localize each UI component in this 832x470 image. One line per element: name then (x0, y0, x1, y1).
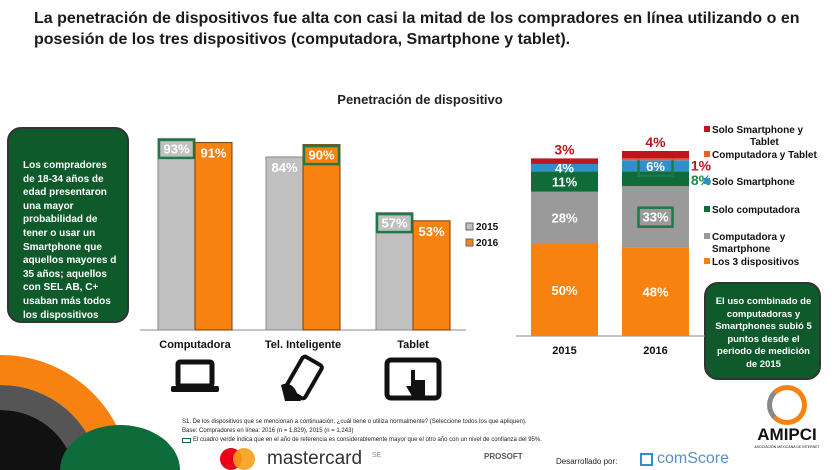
data-label: 84% (271, 160, 297, 175)
data-label: 3% (554, 141, 575, 157)
data-label: 6% (646, 159, 665, 174)
left-note: Los compradores de 18-34 años de edad pr… (7, 127, 129, 348)
smartphone-icon (281, 354, 324, 401)
legend-label: 2016 (476, 238, 499, 249)
x-tick-label: Tablet (397, 339, 429, 351)
data-label: 90% (308, 148, 334, 163)
stack-Solo Smartphone y Tablet-2015 (531, 158, 598, 164)
decorative-arcs (0, 354, 180, 470)
legend-label: Los 3 dispositivos (712, 257, 800, 268)
data-label: 93% (163, 141, 189, 156)
x-tick-label: Computadora (159, 339, 231, 351)
data-label: 11% (552, 175, 578, 190)
bar-2015-0 (157, 137, 196, 331)
legend-swatch (704, 126, 710, 132)
legend-label: 2015 (476, 222, 499, 233)
legend-swatch (704, 233, 710, 239)
data-label: 91% (200, 146, 226, 161)
data-label: 48% (642, 285, 668, 300)
stack-Solo Smartphone y Tablet-2016 (622, 151, 689, 159)
legend-swatch (704, 258, 710, 264)
stack-Solo Smartphone-2015 (531, 163, 598, 172)
data-label: 53% (418, 224, 444, 239)
bar-2016-1 (302, 144, 341, 331)
legend-swatch (704, 178, 710, 184)
green-box-icon (182, 437, 191, 443)
bar-2015-1 (265, 156, 304, 331)
amipci-subtext: ASOCIACIÓN MEXICANA DE INTERNET (754, 445, 820, 449)
footnote-question: S1. De los dispositivos que se mencionan… (182, 419, 527, 425)
comscore-logo: comScore (640, 450, 729, 468)
deco-arc-black (0, 409, 75, 470)
se-logo: SE (372, 452, 382, 459)
stack-Computadora y Smartphone-2016 (622, 186, 689, 248)
laptop-icon (171, 359, 219, 392)
data-label: 33% (642, 210, 668, 225)
comscore-text: comScore (657, 450, 730, 467)
amipci-text: AMIPCI (757, 425, 817, 444)
data-label: 4% (555, 161, 574, 176)
x-tick-label: 2016 (643, 345, 667, 357)
footnote-legend-text: El cuadro verde indica que en el año de … (193, 437, 542, 443)
x-tick-label: 2015 (552, 345, 576, 357)
legend-label: Solo computadora (712, 205, 800, 216)
significance-box (302, 144, 341, 166)
data-label: 28% (551, 211, 577, 226)
significance-box (375, 212, 414, 234)
right-note: El uso combinado de computadoras y Smart… (704, 282, 821, 380)
data-label: 4% (645, 134, 666, 150)
prosoft-logo: PROSOFT (484, 452, 523, 461)
legend-swatch (704, 206, 710, 212)
significance-box (637, 206, 674, 228)
slide-title: La penetración de dispositivos fue alta … (34, 10, 800, 48)
amipci-logo: AMIPCI ASOCIACIÓN MEXICANA DE INTERNET (752, 385, 822, 449)
data-label: 57% (381, 216, 407, 231)
deco-arc-green (60, 425, 180, 470)
legend-label: Solo Smartphone y Tablet (712, 125, 804, 148)
stack-Solo Smartphone-2016 (622, 160, 689, 172)
stack-Los 3 dispositivos-2015 (531, 243, 598, 336)
legend-label: Computadora y Smartphone (712, 232, 786, 255)
legend-label: Solo Smartphone (712, 177, 795, 188)
comscore-icon (640, 452, 653, 466)
footnote-legend: El cuadro verde indica que en el año de … (182, 437, 542, 443)
stack-Solo computadora-2015 (531, 171, 598, 192)
data-label: 50% (551, 283, 577, 298)
stack-Los 3 dispositivos-2016 (622, 247, 689, 336)
bar-2016-0 (194, 142, 233, 331)
stack-Computadora y Tablet-2016 (622, 158, 689, 161)
legend-swatch (704, 151, 710, 157)
legend-label: Computadora y Tablet (712, 150, 817, 161)
developed-by: Desarrollado por: (556, 457, 618, 466)
tablet-touch-icon (384, 357, 442, 401)
mastercard-logo: mastercard (220, 448, 362, 470)
footnote-base: Base: Compradores en línea: 2016 (n = 1,… (182, 428, 354, 434)
chart-title: Penetración de dispositivo (337, 92, 503, 107)
significance-box (157, 138, 196, 160)
bar-2016-2 (412, 220, 451, 331)
mastercard-text: mastercard (267, 448, 363, 469)
stack-Computadora y Smartphone-2015 (531, 191, 598, 244)
legend-swatch (465, 222, 474, 231)
x-tick-label: Tel. Inteligente (265, 339, 341, 351)
data-label: 1% (691, 157, 712, 173)
amipci-emblem (767, 385, 807, 425)
legend-swatch (465, 238, 474, 247)
mastercard-circle-yellow (233, 448, 255, 470)
